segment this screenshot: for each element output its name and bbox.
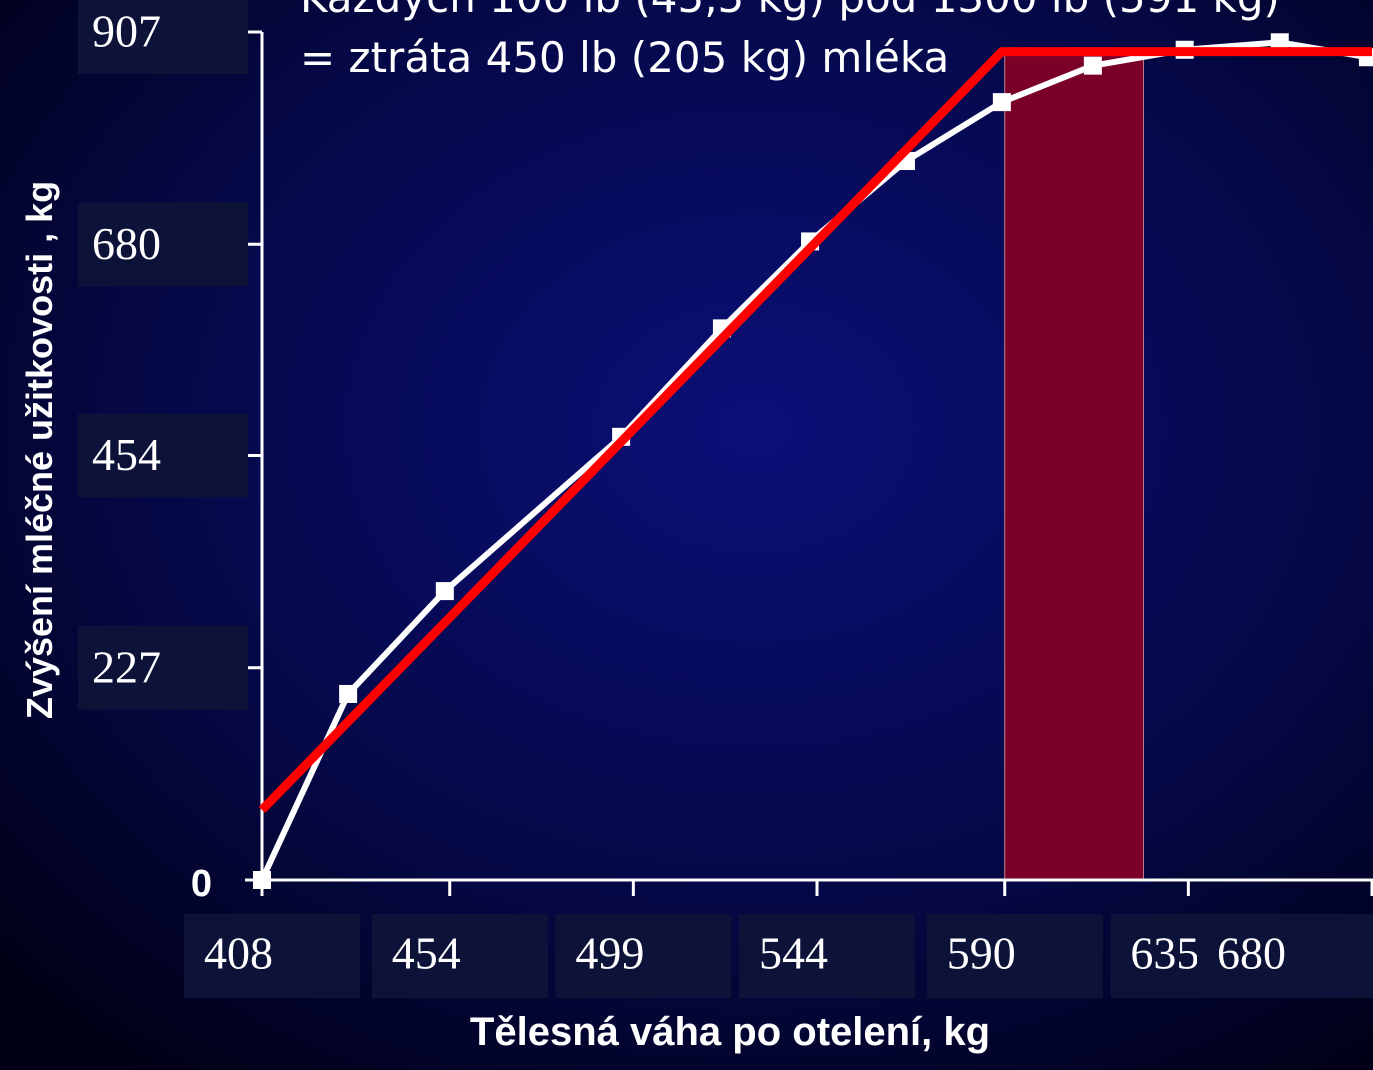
x-tick-label: 635	[1130, 928, 1199, 979]
x-tick-label: 680	[1217, 928, 1286, 979]
y-tick-label: 454	[92, 429, 161, 480]
data-point	[253, 871, 271, 889]
data-point	[1270, 33, 1289, 52]
x-tick-box	[1197, 914, 1373, 998]
y-tick-label: 0	[191, 863, 212, 905]
y-tick-label: 227	[92, 641, 161, 692]
highlight-band	[1004, 51, 1144, 881]
y-tick-box	[78, 0, 248, 74]
x-tick-box	[555, 914, 732, 998]
x-tick-box	[926, 914, 1103, 998]
series-line	[258, 47, 1372, 814]
data-point	[339, 684, 358, 703]
data-point	[435, 582, 454, 601]
y-tick-label: 680	[92, 218, 161, 269]
y-tick-label: 907	[92, 6, 161, 57]
x-axis-label: Tělesná váha po otelení, kg	[470, 1010, 990, 1054]
x-tick-box	[184, 914, 360, 998]
x-tick-label: 454	[392, 928, 461, 979]
data-point	[1083, 56, 1102, 75]
y-tick-box	[78, 413, 248, 498]
chart-title: Každých 100 lb (45,5 kg) pod 1300 lb (59…	[300, 0, 1280, 22]
x-tick-label: 408	[204, 928, 273, 979]
x-tick-label: 590	[947, 928, 1016, 979]
y-tick-box	[78, 202, 248, 287]
x-tick-label: 544	[759, 928, 828, 979]
x-tick-box	[739, 914, 915, 998]
x-tick-box	[371, 914, 548, 998]
plot: 0 227 454 680 907 408 454 499 544 590 635 680	[78, 0, 1373, 998]
chart-subtitle: = ztráta 450 lb (205 kg) mléka	[300, 33, 949, 82]
y-axis-label: Zvýšení mléčné užitkovosti , kg	[19, 181, 60, 719]
x-tick-label: 499	[575, 928, 644, 979]
data-point	[992, 93, 1011, 112]
y-tick-box	[78, 625, 248, 710]
